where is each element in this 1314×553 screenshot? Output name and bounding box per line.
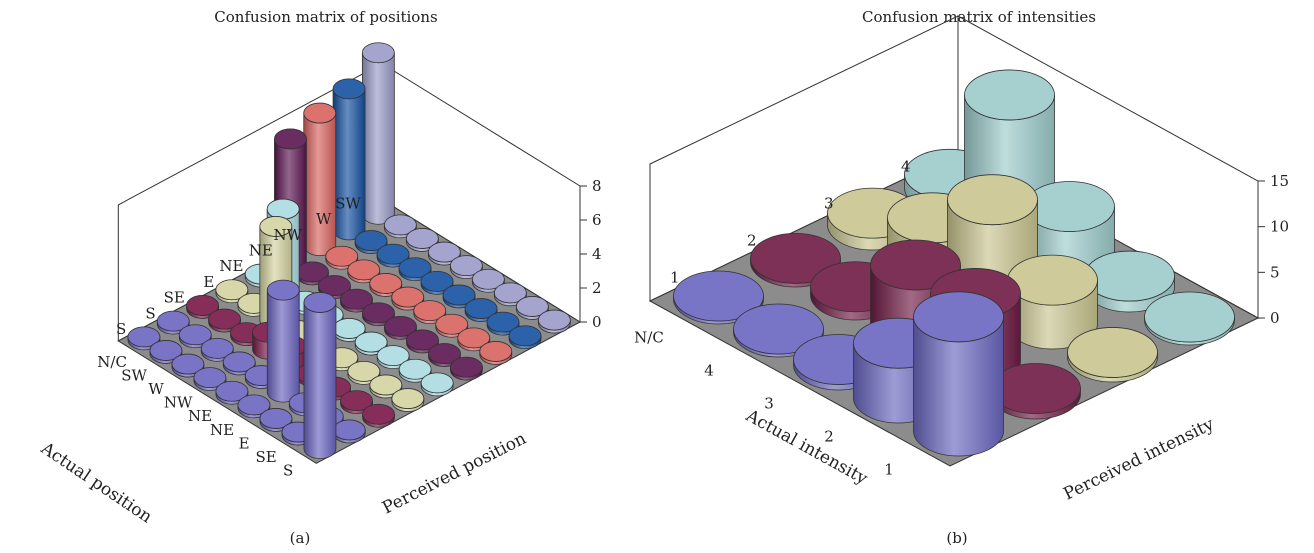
ticks-b: 0 5 10 15 4 3 2 1 1 2 3 4 N/C bbox=[634, 158, 1289, 479]
caption-a: (a) bbox=[290, 529, 311, 547]
z-tick-label: 0 bbox=[1270, 309, 1280, 327]
bar bbox=[391, 286, 425, 311]
perceived-tick-label: SW bbox=[121, 366, 147, 384]
bar bbox=[450, 356, 483, 381]
bar bbox=[733, 303, 824, 358]
bar bbox=[990, 363, 1081, 420]
perceived-tick-label: W bbox=[148, 380, 164, 398]
actual-tick-label: S bbox=[116, 320, 126, 338]
panel-b: Confusion matrix of intensities 0 5 10 15 4 3… bbox=[634, 8, 1289, 547]
title-a: Confusion matrix of positions bbox=[214, 8, 437, 26]
ylabel-a: Perceived position bbox=[379, 429, 529, 519]
bar bbox=[332, 419, 366, 444]
bars-b bbox=[673, 69, 1235, 457]
actual-tick-label: 1 bbox=[670, 269, 680, 287]
z-tick-label: 8 bbox=[592, 177, 602, 195]
bar bbox=[537, 309, 571, 334]
bar bbox=[362, 403, 395, 428]
perceived-tick-label: N/C bbox=[634, 328, 664, 346]
z-tick-label: 6 bbox=[592, 211, 602, 229]
actual-tick-label: 2 bbox=[747, 232, 757, 250]
actual-tick-label: SW bbox=[335, 194, 361, 212]
z-tick-label: 10 bbox=[1270, 218, 1289, 236]
actual-tick-label: E bbox=[203, 273, 214, 291]
actual-tick-label: 4 bbox=[901, 158, 911, 176]
bar bbox=[913, 291, 1004, 457]
panel-a: Confusion matrix of positions 02468SWWNW… bbox=[36, 8, 601, 547]
perceived-tick-label: S bbox=[283, 462, 293, 480]
xlabel-a: Actual position bbox=[36, 438, 155, 527]
ylabel-b: Perceived intensity bbox=[1060, 414, 1217, 504]
bar bbox=[750, 232, 841, 288]
perceived-tick-label: SE bbox=[255, 448, 276, 466]
actual-tick-label: W bbox=[316, 210, 332, 228]
z-tick-label: 5 bbox=[1270, 263, 1280, 281]
perceived-tick-label: 4 bbox=[704, 361, 714, 379]
bar bbox=[508, 325, 542, 350]
actual-tick-label: NE bbox=[249, 242, 273, 260]
perceived-tick-label: 1 bbox=[884, 460, 894, 478]
perceived-tick-label: NW bbox=[164, 394, 193, 412]
title-b: Confusion matrix of intensities bbox=[862, 8, 1096, 26]
bar bbox=[479, 341, 513, 365]
xlabel-b: Actual intensity bbox=[742, 405, 871, 489]
z-tick-label: 2 bbox=[592, 279, 602, 297]
bar bbox=[332, 78, 366, 241]
z-tick-label: 4 bbox=[592, 245, 602, 263]
perceived-tick-label: 2 bbox=[824, 427, 834, 445]
actual-tick-label: NW bbox=[274, 226, 303, 244]
perceived-tick-label: N/C bbox=[97, 353, 127, 371]
bar bbox=[303, 292, 337, 460]
bar bbox=[361, 42, 395, 225]
bar bbox=[391, 388, 425, 412]
bars-a bbox=[127, 42, 571, 460]
bar bbox=[1067, 327, 1158, 383]
perceived-tick-label: E bbox=[239, 434, 250, 452]
perceived-tick-label: 3 bbox=[764, 394, 774, 412]
actual-tick-label: SE bbox=[164, 289, 185, 307]
bar bbox=[420, 372, 454, 397]
bar bbox=[1144, 291, 1235, 346]
z-tick-label: 0 bbox=[592, 313, 602, 331]
actual-tick-label: NE bbox=[219, 257, 243, 275]
bar bbox=[673, 270, 764, 325]
bar bbox=[303, 102, 337, 257]
actual-tick-label: S bbox=[145, 304, 155, 322]
caption-b: (b) bbox=[946, 529, 967, 547]
z-tick-label: 15 bbox=[1270, 172, 1289, 190]
perceived-tick-label: NE bbox=[188, 407, 212, 425]
bar bbox=[266, 279, 300, 403]
actual-tick-label: 3 bbox=[824, 195, 834, 213]
perceived-tick-label: NE bbox=[210, 421, 234, 439]
bar bbox=[1007, 254, 1098, 350]
